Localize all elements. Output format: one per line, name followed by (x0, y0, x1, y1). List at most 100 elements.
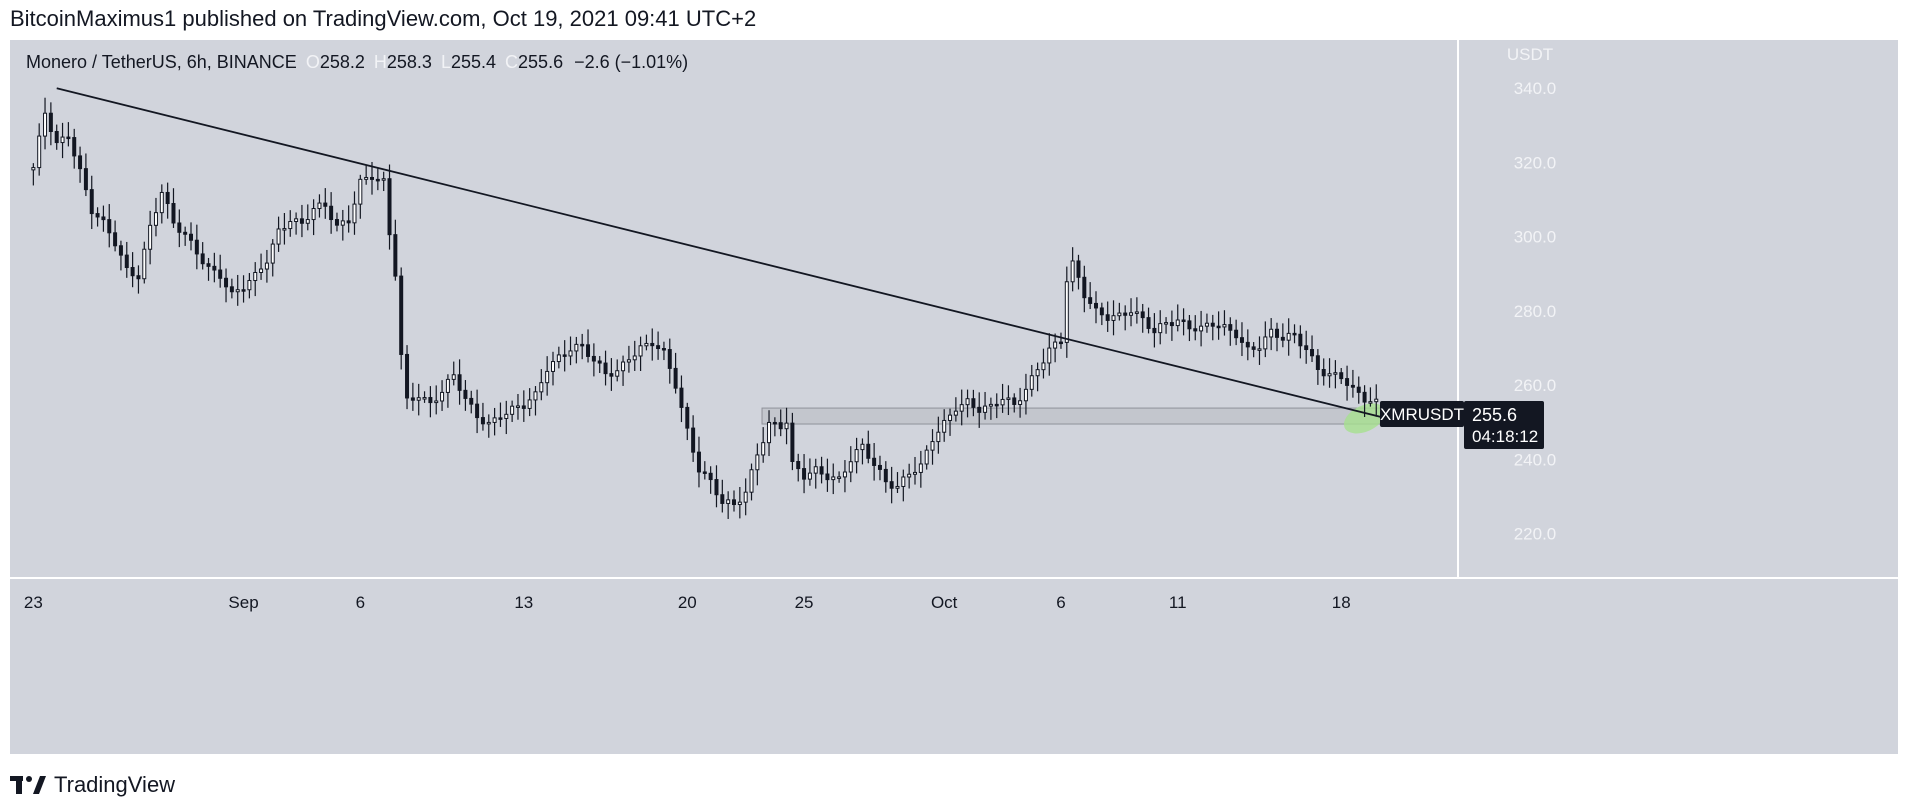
candle-body (767, 421, 772, 444)
candle-body (1152, 327, 1157, 334)
candle-body (714, 479, 719, 496)
candle-body (1099, 307, 1104, 316)
candle-body (66, 136, 71, 140)
candle-body (977, 406, 982, 413)
candle-body (329, 205, 334, 221)
candle-body (650, 342, 655, 347)
candle-body (299, 218, 304, 224)
y-tick-label: 240.0 (1514, 450, 1557, 469)
candle-body (1374, 398, 1379, 403)
candle-body (866, 443, 871, 459)
candle-body (37, 135, 42, 169)
candle-body (831, 476, 836, 481)
candle-body (1129, 312, 1134, 316)
candle-body (1064, 281, 1069, 343)
candle-body (889, 481, 894, 489)
candle-body (1053, 341, 1058, 349)
candle-body (282, 228, 287, 231)
footer: TradingView (10, 770, 175, 800)
y-tick-label: 340.0 (1514, 79, 1557, 98)
high-key: H (373, 52, 387, 72)
candle-body (1263, 336, 1268, 350)
candle-body (1035, 369, 1040, 377)
candle-body (673, 367, 678, 389)
candle-body (784, 422, 789, 430)
candle-body (224, 277, 229, 288)
candle-body (644, 342, 649, 347)
x-tick-label: 13 (514, 593, 533, 612)
candle-body (124, 254, 129, 269)
candle-body (1269, 328, 1274, 338)
candle-body (1362, 391, 1367, 403)
candle-body (422, 397, 427, 400)
candle-body (667, 349, 672, 369)
candle-body (983, 405, 988, 413)
chart-frame[interactable]: 220.0 240.0 260.0 280.0 300.0 320.0 340.0 23 Se… (10, 40, 1898, 754)
candle-body (1006, 397, 1011, 400)
candle-body (364, 176, 369, 180)
candle-body (1105, 314, 1110, 321)
tradingview-logo-icon (10, 776, 46, 794)
candle-body (1117, 312, 1122, 317)
candle-body (656, 345, 661, 350)
candle-body (381, 178, 386, 181)
candle-body (1181, 319, 1186, 323)
candle-body (416, 397, 421, 401)
candle-body (241, 289, 246, 292)
candle-body (54, 131, 59, 144)
candle-body (480, 417, 485, 425)
candle-body (451, 374, 456, 380)
candle-body (918, 463, 923, 473)
candle-body (1164, 322, 1169, 325)
candle-body (638, 345, 643, 357)
candle-body (334, 219, 339, 226)
change-value: −2.6 (−1.01%) (574, 52, 689, 72)
candle-body (340, 220, 345, 226)
candle-body (1345, 378, 1350, 386)
candle-body (1204, 322, 1209, 327)
candle-body (609, 373, 614, 377)
candle-body (591, 355, 596, 362)
candle-body (913, 471, 917, 475)
x-tick-label: 6 (356, 593, 365, 612)
candle-body (1368, 401, 1373, 404)
candle-body (1029, 375, 1034, 390)
candle-body (1193, 328, 1198, 332)
candle-body (31, 167, 36, 171)
low-value: 255.4 (450, 52, 497, 72)
candle-body (1286, 332, 1291, 341)
candle-body (153, 212, 158, 226)
candle-body (253, 271, 258, 282)
candle-body (294, 218, 299, 223)
descending-trendline (56, 87, 1403, 424)
candle-body (521, 405, 526, 409)
candle-body (352, 203, 357, 224)
candle-body (597, 360, 602, 364)
candle-body (1000, 398, 1005, 406)
candle-body (527, 399, 532, 409)
candle-body (1315, 355, 1320, 370)
candle-body (1257, 348, 1262, 351)
candle-body (1292, 332, 1297, 336)
open-key: O (305, 52, 320, 72)
candle-body (171, 203, 176, 224)
candle-body (107, 219, 112, 234)
candle-body (165, 191, 170, 205)
candle-body (685, 406, 690, 429)
candle-body (1140, 311, 1145, 319)
candle-body (790, 422, 795, 462)
candle-body (159, 191, 164, 214)
candle-body (883, 468, 888, 483)
candle-body (813, 466, 818, 474)
price-scale-currency: USDT (1507, 45, 1553, 64)
candle-body (556, 354, 561, 363)
chart-canvas[interactable]: 220.0 240.0 260.0 280.0 300.0 320.0 340.0 23 Se… (10, 40, 1898, 754)
candle-body (936, 431, 941, 443)
x-tick-label: 25 (795, 593, 814, 612)
candle-body (842, 471, 847, 478)
candle-body (848, 461, 853, 473)
candle-body (504, 413, 509, 419)
candle-body (749, 469, 754, 493)
candle-body (43, 112, 48, 137)
candle-body (486, 421, 491, 425)
